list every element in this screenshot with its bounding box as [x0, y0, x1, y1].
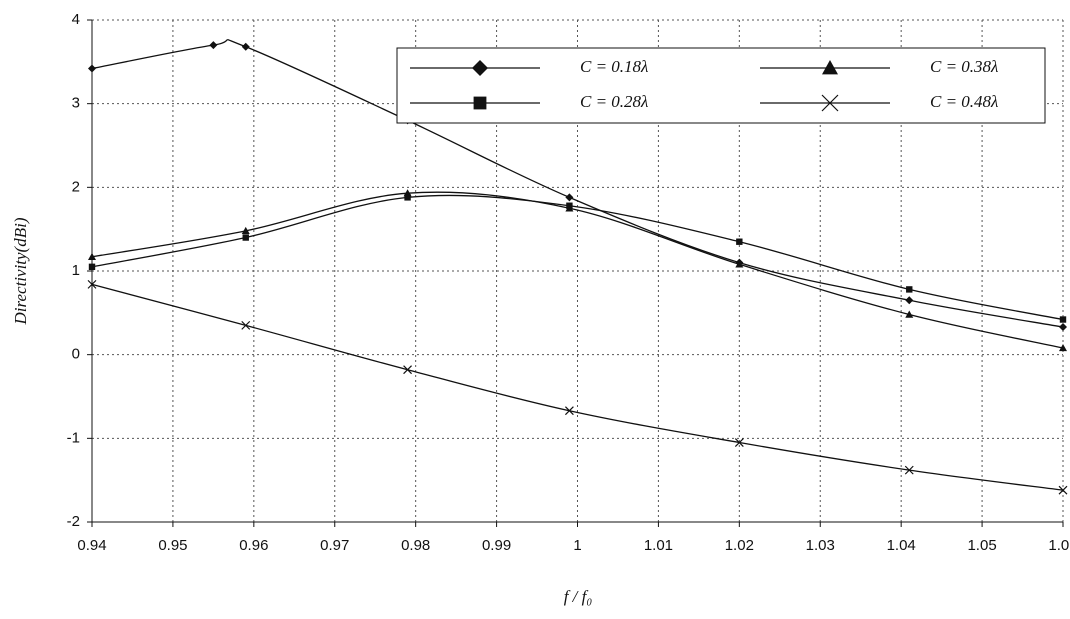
- x-tick-label: 1.02: [725, 537, 754, 554]
- y-tick-label: 0: [72, 346, 80, 363]
- y-tick-label: 4: [72, 11, 80, 28]
- marker: [1058, 485, 1068, 495]
- marker: [241, 226, 250, 235]
- x-tick-label: 1: [573, 537, 581, 554]
- marker: [88, 64, 96, 73]
- marker: [88, 263, 96, 271]
- legend-label: C = 0.18λ: [580, 57, 648, 76]
- legend-marker: [473, 96, 487, 110]
- y-axis-label: Directivity(dBi): [11, 217, 30, 325]
- marker: [403, 365, 412, 375]
- y-tick-label: -1: [67, 429, 80, 446]
- series-line: [91, 39, 1064, 328]
- marker: [1059, 343, 1067, 352]
- y-tick-label: 2: [72, 178, 80, 195]
- x-tick-label: 0.99: [482, 537, 511, 554]
- marker: [87, 279, 97, 289]
- marker: [241, 42, 250, 51]
- marker: [904, 465, 914, 475]
- legend-label: C = 0.28λ: [580, 92, 648, 111]
- y-tick-label: 3: [72, 95, 80, 112]
- marker: [564, 406, 574, 416]
- marker: [209, 41, 218, 50]
- marker: [905, 296, 914, 305]
- x-tick-label: 1.04: [887, 537, 916, 554]
- legend-marker: [472, 60, 488, 76]
- marker: [242, 234, 249, 241]
- marker: [906, 286, 913, 293]
- marker: [736, 238, 743, 245]
- legend-marker: [821, 94, 839, 112]
- marker: [565, 193, 574, 202]
- x-tick-label: 0.97: [320, 537, 349, 554]
- marker: [404, 194, 411, 201]
- legend-box: [396, 47, 1046, 124]
- x-tick-label: 0.94: [77, 537, 106, 554]
- legend-label: C = 0.38λ: [930, 57, 998, 76]
- marker: [566, 202, 573, 209]
- marker: [905, 310, 914, 318]
- marker: [734, 438, 744, 447]
- legend-marker: [822, 60, 838, 75]
- x-tick-label: 1.01: [644, 537, 673, 554]
- marker: [241, 320, 251, 330]
- marker: [1059, 316, 1067, 323]
- x-tick-label: 1.05: [967, 537, 996, 554]
- marker: [88, 252, 96, 260]
- marker: [1059, 323, 1067, 332]
- x-tick-label: 0.95: [158, 537, 187, 554]
- legend-label: C = 0.48λ: [930, 92, 998, 111]
- y-tick-label: 1: [72, 262, 80, 279]
- marker: [735, 260, 744, 268]
- x-tick-label: 1.03: [806, 537, 835, 554]
- x-tick-label: 0.98: [401, 537, 430, 554]
- x-tick-label: 0.96: [239, 537, 268, 554]
- x-tick-label: 1.06: [1048, 537, 1070, 554]
- y-tick-label: -2: [67, 513, 80, 530]
- x-axis-label: f / f₀: [564, 587, 593, 606]
